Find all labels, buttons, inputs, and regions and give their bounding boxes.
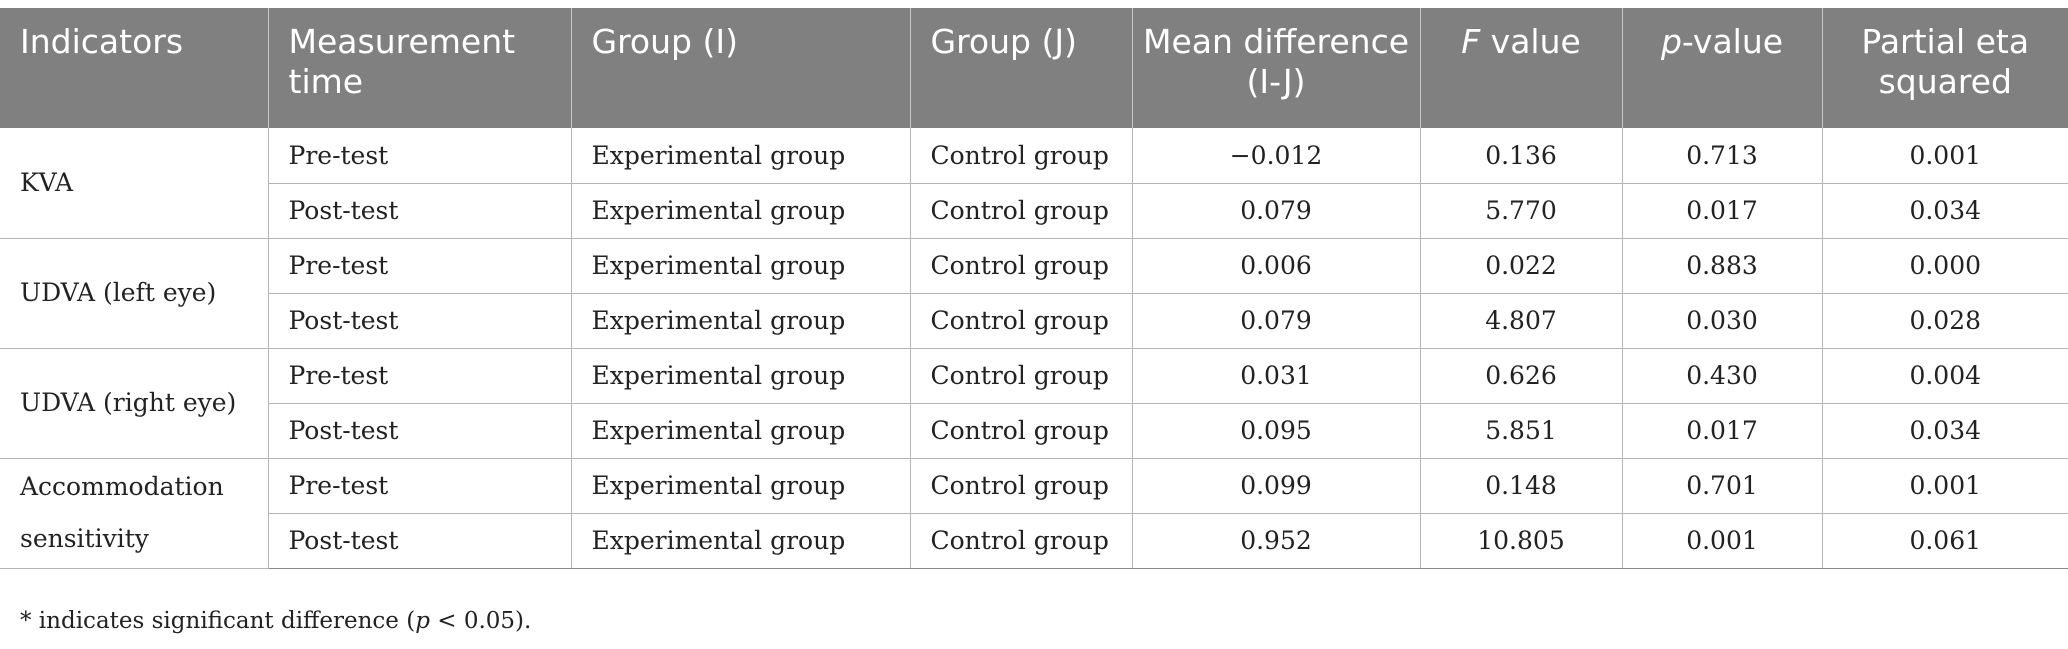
eta-cell: 0.001 — [1822, 458, 2068, 514]
group-j-cell: Control group — [910, 403, 1133, 459]
mean-difference-cell: 0.079 — [1132, 293, 1421, 349]
table-row: Accommodation sensitivity Pre-test Exper… — [0, 458, 2068, 569]
header-mean-difference: Mean difference (I-J) — [1132, 8, 1421, 128]
header-f-value: F value — [1420, 8, 1623, 128]
mean-difference-cell: 0.031 — [1132, 348, 1421, 404]
group-j-cell: Control group — [910, 513, 1133, 569]
table-row: Post-test Experimental group Control gro… — [0, 403, 2068, 459]
f-value-cell: 4.807 — [1420, 293, 1623, 349]
table-row: Post-test Experimental group Control gro… — [0, 293, 2068, 349]
f-value-cell: 0.148 — [1420, 458, 1623, 514]
group-i-cell: Experimental group — [571, 238, 911, 294]
group-i-cell: Experimental group — [571, 348, 911, 404]
group-j-cell: Control group — [910, 128, 1133, 184]
indicator-cell: UDVA (right eye) — [0, 348, 269, 459]
table-row: UDVA (left eye) Pre-test Experimental gr… — [0, 238, 2068, 349]
p-value-cell: 0.001 — [1622, 513, 1823, 569]
measurement-time-cell: Pre-test — [268, 238, 572, 294]
group-i-cell: Experimental group — [571, 513, 911, 569]
p-value-cell: 0.430 — [1622, 348, 1823, 404]
p-value-cell: 0.713 — [1622, 128, 1823, 184]
mean-difference-cell: 0.952 — [1132, 513, 1421, 569]
mean-difference-cell: 0.099 — [1132, 458, 1421, 514]
measurement-time-cell: Pre-test — [268, 348, 572, 404]
eta-cell: 0.034 — [1822, 403, 2068, 459]
measurement-time-cell: Post-test — [268, 403, 572, 459]
table-footnote: * indicates significant difference (p < … — [20, 608, 532, 634]
measurement-time-cell: Post-test — [268, 183, 572, 239]
group-i-cell: Experimental group — [571, 183, 911, 239]
eta-cell: 0.001 — [1822, 128, 2068, 184]
group-i-cell: Experimental group — [571, 128, 911, 184]
eta-cell: 0.004 — [1822, 348, 2068, 404]
measurement-time-cell: Post-test — [268, 513, 572, 569]
f-value-cell: 10.805 — [1420, 513, 1623, 569]
p-value-cell: 0.017 — [1622, 403, 1823, 459]
header-measurement-time: Measurement time — [268, 8, 572, 128]
results-table-container: Indicators Measurement time Group (I) Gr… — [0, 8, 2068, 569]
measurement-time-cell: Pre-test — [268, 458, 572, 514]
group-j-cell: Control group — [910, 458, 1133, 514]
measurement-time-cell: Pre-test — [268, 128, 572, 184]
group-i-cell: Experimental group — [571, 403, 911, 459]
group-j-cell: Control group — [910, 183, 1133, 239]
table-row: Post-test Experimental group Control gro… — [0, 183, 2068, 239]
indicator-cell: UDVA (left eye) — [0, 238, 269, 349]
p-value-cell: 0.701 — [1622, 458, 1823, 514]
header-group-j: Group (J) — [910, 8, 1133, 128]
p-value-cell: 0.883 — [1622, 238, 1823, 294]
header-p-value: p-value — [1622, 8, 1823, 128]
indicator-cell: Accommodation sensitivity — [0, 458, 269, 569]
group-i-cell: Experimental group — [571, 458, 911, 514]
header-group-i: Group (I) — [571, 8, 911, 128]
group-j-cell: Control group — [910, 348, 1133, 404]
mean-difference-cell: 0.095 — [1132, 403, 1421, 459]
table-body: KVA Pre-test Experimental group Control … — [0, 128, 2068, 569]
table-row: UDVA (right eye) Pre-test Experimental g… — [0, 348, 2068, 459]
eta-cell: 0.000 — [1822, 238, 2068, 294]
p-value-cell: 0.017 — [1622, 183, 1823, 239]
group-j-cell: Control group — [910, 238, 1133, 294]
eta-cell: 0.028 — [1822, 293, 2068, 349]
f-value-cell: 0.136 — [1420, 128, 1623, 184]
table-row: Post-test Experimental group Control gro… — [0, 513, 2068, 569]
group-j-cell: Control group — [910, 293, 1133, 349]
eta-cell: 0.061 — [1822, 513, 2068, 569]
f-value-cell: 0.626 — [1420, 348, 1623, 404]
table-header-row: Indicators Measurement time Group (I) Gr… — [0, 8, 2068, 128]
mean-difference-cell: 0.006 — [1132, 238, 1421, 294]
mean-difference-cell: 0.079 — [1132, 183, 1421, 239]
p-value-cell: 0.030 — [1622, 293, 1823, 349]
results-table: Indicators Measurement time Group (I) Gr… — [0, 8, 2068, 569]
f-value-cell: 5.770 — [1420, 183, 1623, 239]
mean-difference-cell: −0.012 — [1132, 128, 1421, 184]
measurement-time-cell: Post-test — [268, 293, 572, 349]
group-i-cell: Experimental group — [571, 293, 911, 349]
header-partial-eta-squared: Partial eta squared — [1822, 8, 2068, 128]
header-indicators: Indicators — [0, 8, 269, 128]
indicator-cell: KVA — [0, 128, 269, 239]
eta-cell: 0.034 — [1822, 183, 2068, 239]
f-value-cell: 5.851 — [1420, 403, 1623, 459]
f-value-cell: 0.022 — [1420, 238, 1623, 294]
table-row: KVA Pre-test Experimental group Control … — [0, 128, 2068, 239]
